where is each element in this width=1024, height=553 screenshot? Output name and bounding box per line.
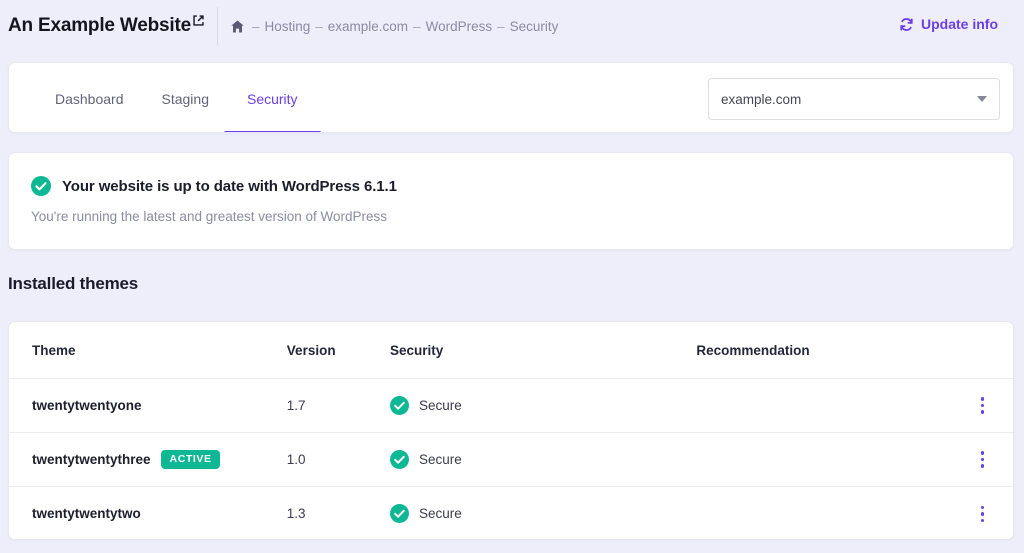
check-circle-icon [389, 449, 410, 470]
theme-name: twentytwentytwo [32, 506, 141, 522]
column-header-recommendation: Recommendation [696, 322, 952, 379]
kebab-menu-icon[interactable] [952, 505, 1013, 522]
column-header-actions [951, 322, 1013, 379]
table-row: twentytwentytwo 1.3 [9, 487, 1013, 540]
chevron-down-icon [977, 96, 987, 102]
cell-security: Secure [389, 432, 697, 487]
banner-title-row: Your website is up to date with WordPres… [9, 153, 1013, 196]
tab-list: Dashboard Staging Security [55, 63, 320, 132]
tab-security[interactable]: Security [224, 63, 320, 132]
check-circle-icon [389, 395, 410, 416]
cell-recommendation [696, 432, 952, 487]
check-circle-icon [389, 503, 410, 524]
cell-actions [951, 432, 1013, 487]
external-link-icon[interactable] [192, 14, 205, 27]
table-header-row: Theme Version Security Recommendation [9, 322, 1013, 379]
home-icon[interactable] [230, 19, 245, 34]
table-head: Theme Version Security Recommendation [9, 322, 1013, 379]
page-title: An Example Website [8, 15, 191, 36]
tab-dashboard[interactable]: Dashboard [55, 63, 124, 132]
tabs-card: Dashboard Staging Security example.com [8, 62, 1014, 133]
update-info-button[interactable]: Update info [899, 16, 998, 32]
installed-themes-table: Theme Version Security Recommendation tw… [9, 322, 1013, 540]
breadcrumb-item-wordpress[interactable]: WordPress [425, 18, 493, 34]
wordpress-status-banner: Your website is up to date with WordPres… [8, 152, 1014, 250]
installed-themes-table-card: Theme Version Security Recommendation tw… [8, 321, 1014, 540]
cell-recommendation [696, 487, 951, 540]
top-bar: An Example Website – Hosting – example.c… [0, 0, 1024, 52]
security-status-label: Secure [418, 398, 462, 413]
kebab-menu-icon[interactable] [952, 451, 1013, 468]
breadcrumb: – Hosting – example.com – WordPress – Se… [230, 19, 558, 34]
site-title-group[interactable]: An Example Website [0, 13, 205, 39]
cell-security: Secure [389, 487, 696, 540]
cell-version: 1.0 [286, 432, 390, 487]
cell-version: 1.7 [286, 378, 390, 433]
theme-version: 1.0 [286, 451, 306, 467]
breadcrumb-separator-1: – [315, 18, 323, 34]
cell-theme: twentytwentytwo [9, 487, 287, 540]
breadcrumb-separator-2: – [413, 18, 421, 34]
cell-version: 1.3 [286, 487, 390, 540]
cell-recommendation [696, 378, 952, 433]
cell-theme: twentytwentyone [9, 378, 287, 433]
column-header-security: Security [389, 322, 697, 379]
breadcrumb-item-example-com[interactable]: example.com [327, 18, 409, 34]
tab-staging-label: Staging [161, 90, 209, 107]
domain-select[interactable]: example.com [708, 78, 1000, 120]
breadcrumb-item-security[interactable]: Security [509, 18, 559, 34]
breadcrumb-separator-3: – [497, 18, 505, 34]
security-status-label: Secure [418, 506, 462, 522]
breadcrumb-separator-0: – [251, 18, 260, 34]
theme-name: twentytwentythree [32, 452, 151, 467]
tab-staging[interactable]: Staging [161, 63, 209, 132]
theme-version: 1.3 [286, 505, 306, 521]
breadcrumb-item-hosting[interactable]: Hosting [264, 18, 311, 34]
security-status-label: Secure [418, 452, 462, 467]
status-badge: ACTIVE [160, 450, 220, 469]
table-row: twentytwentythree ACTIVE 1.0 [9, 432, 1013, 487]
tab-security-label: Security [246, 90, 298, 107]
theme-version: 1.7 [286, 397, 306, 413]
installed-themes-heading: Installed themes [8, 274, 139, 293]
tab-dashboard-label: Dashboard [55, 90, 124, 107]
refresh-icon [899, 17, 914, 32]
header-divider [216, 7, 218, 45]
theme-name: twentytwentyone [32, 398, 142, 413]
check-circle-icon [31, 176, 51, 196]
cell-security: Secure [389, 378, 697, 433]
column-header-version: Version [286, 322, 390, 379]
cell-actions [951, 378, 1013, 433]
table-row: twentytwentyone 1.7 [9, 378, 1013, 433]
column-header-theme: Theme [9, 322, 287, 379]
kebab-menu-icon[interactable] [952, 397, 1013, 414]
table-body: twentytwentyone 1.7 [9, 378, 1013, 540]
domain-select-value: example.com [721, 91, 802, 107]
banner-subtitle: You're running the latest and greatest v… [31, 209, 388, 224]
update-info-label: Update info [921, 16, 998, 32]
banner-title: Your website is up to date with WordPres… [62, 177, 397, 195]
cell-theme: twentytwentythree ACTIVE [9, 432, 287, 487]
cell-actions [952, 487, 1013, 540]
